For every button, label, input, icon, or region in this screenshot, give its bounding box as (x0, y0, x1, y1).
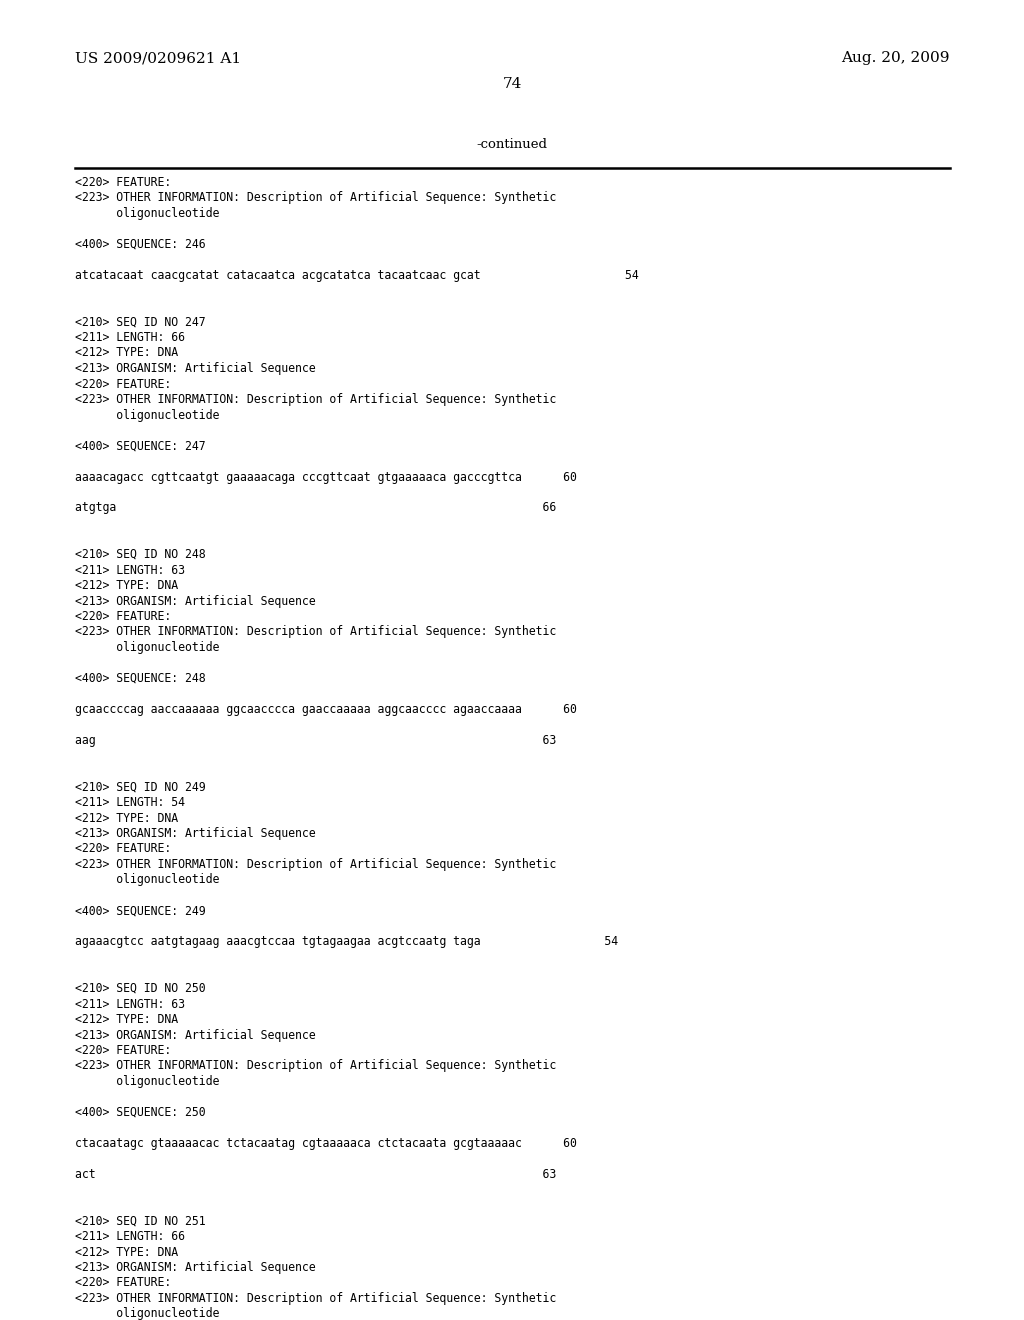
Text: atgtga                                                              66: atgtga 66 (75, 502, 556, 515)
Text: <211> LENGTH: 63: <211> LENGTH: 63 (75, 564, 185, 577)
Text: oligonucleotide: oligonucleotide (75, 1074, 219, 1088)
Text: oligonucleotide: oligonucleotide (75, 1308, 219, 1320)
Text: oligonucleotide: oligonucleotide (75, 207, 219, 220)
Text: <210> SEQ ID NO 248: <210> SEQ ID NO 248 (75, 548, 206, 561)
Text: <223> OTHER INFORMATION: Description of Artificial Sequence: Synthetic: <223> OTHER INFORMATION: Description of … (75, 191, 556, 205)
Text: <212> TYPE: DNA: <212> TYPE: DNA (75, 346, 178, 359)
Text: <400> SEQUENCE: 249: <400> SEQUENCE: 249 (75, 904, 206, 917)
Text: <211> LENGTH: 54: <211> LENGTH: 54 (75, 796, 185, 809)
Text: <223> OTHER INFORMATION: Description of Artificial Sequence: Synthetic: <223> OTHER INFORMATION: Description of … (75, 626, 556, 639)
Text: <212> TYPE: DNA: <212> TYPE: DNA (75, 812, 178, 825)
Text: aaaacagacc cgttcaatgt gaaaaacaga cccgttcaat gtgaaaaaca gacccgttca      60: aaaacagacc cgttcaatgt gaaaaacaga cccgttc… (75, 470, 577, 483)
Text: act                                                                 63: act 63 (75, 1168, 556, 1181)
Text: -continued: -continued (476, 139, 548, 150)
Text: <212> TYPE: DNA: <212> TYPE: DNA (75, 579, 178, 591)
Text: 74: 74 (503, 77, 521, 91)
Text: <220> FEATURE:: <220> FEATURE: (75, 1276, 171, 1290)
Text: <211> LENGTH: 66: <211> LENGTH: 66 (75, 331, 185, 345)
Text: <220> FEATURE:: <220> FEATURE: (75, 842, 171, 855)
Text: <400> SEQUENCE: 250: <400> SEQUENCE: 250 (75, 1106, 206, 1119)
Text: aag                                                                 63: aag 63 (75, 734, 556, 747)
Text: <213> ORGANISM: Artificial Sequence: <213> ORGANISM: Artificial Sequence (75, 828, 315, 840)
Text: oligonucleotide: oligonucleotide (75, 408, 219, 421)
Text: <223> OTHER INFORMATION: Description of Artificial Sequence: Synthetic: <223> OTHER INFORMATION: Description of … (75, 1292, 556, 1305)
Text: <212> TYPE: DNA: <212> TYPE: DNA (75, 1246, 178, 1258)
Text: <210> SEQ ID NO 249: <210> SEQ ID NO 249 (75, 780, 206, 793)
Text: agaaacgtcc aatgtagaag aaacgtccaa tgtagaagaa acgtccaatg taga                  54: agaaacgtcc aatgtagaag aaacgtccaa tgtagaa… (75, 936, 618, 949)
Text: <220> FEATURE:: <220> FEATURE: (75, 176, 171, 189)
Text: US 2009/0209621 A1: US 2009/0209621 A1 (75, 51, 241, 65)
Text: Aug. 20, 2009: Aug. 20, 2009 (842, 51, 950, 65)
Text: <223> OTHER INFORMATION: Description of Artificial Sequence: Synthetic: <223> OTHER INFORMATION: Description of … (75, 393, 556, 407)
Text: <400> SEQUENCE: 247: <400> SEQUENCE: 247 (75, 440, 206, 453)
Text: <400> SEQUENCE: 246: <400> SEQUENCE: 246 (75, 238, 206, 251)
Text: <212> TYPE: DNA: <212> TYPE: DNA (75, 1012, 178, 1026)
Text: <400> SEQUENCE: 248: <400> SEQUENCE: 248 (75, 672, 206, 685)
Text: ctacaatagc gtaaaaacac tctacaatag cgtaaaaaca ctctacaata gcgtaaaaac      60: ctacaatagc gtaaaaacac tctacaatag cgtaaaa… (75, 1137, 577, 1150)
Text: <220> FEATURE:: <220> FEATURE: (75, 610, 171, 623)
Text: gcaaccccag aaccaaaaaa ggcaacccca gaaccaaaaa aggcaacccc agaaccaaaa      60: gcaaccccag aaccaaaaaa ggcaacccca gaaccaa… (75, 704, 577, 715)
Text: <220> FEATURE:: <220> FEATURE: (75, 378, 171, 391)
Text: oligonucleotide: oligonucleotide (75, 642, 219, 653)
Text: <220> FEATURE:: <220> FEATURE: (75, 1044, 171, 1057)
Text: <211> LENGTH: 66: <211> LENGTH: 66 (75, 1230, 185, 1243)
Text: <210> SEQ ID NO 251: <210> SEQ ID NO 251 (75, 1214, 206, 1228)
Text: oligonucleotide: oligonucleotide (75, 874, 219, 887)
Text: <210> SEQ ID NO 250: <210> SEQ ID NO 250 (75, 982, 206, 995)
Text: <213> ORGANISM: Artificial Sequence: <213> ORGANISM: Artificial Sequence (75, 594, 315, 607)
Text: <213> ORGANISM: Artificial Sequence: <213> ORGANISM: Artificial Sequence (75, 1028, 315, 1041)
Text: <223> OTHER INFORMATION: Description of Artificial Sequence: Synthetic: <223> OTHER INFORMATION: Description of … (75, 858, 556, 871)
Text: <213> ORGANISM: Artificial Sequence: <213> ORGANISM: Artificial Sequence (75, 1261, 315, 1274)
Text: <210> SEQ ID NO 247: <210> SEQ ID NO 247 (75, 315, 206, 329)
Text: <213> ORGANISM: Artificial Sequence: <213> ORGANISM: Artificial Sequence (75, 362, 315, 375)
Text: atcatacaat caacgcatat catacaatca acgcatatca tacaatcaac gcat                     : atcatacaat caacgcatat catacaatca acgcata… (75, 269, 639, 282)
Text: <211> LENGTH: 63: <211> LENGTH: 63 (75, 998, 185, 1011)
Text: <223> OTHER INFORMATION: Description of Artificial Sequence: Synthetic: <223> OTHER INFORMATION: Description of … (75, 1060, 556, 1072)
